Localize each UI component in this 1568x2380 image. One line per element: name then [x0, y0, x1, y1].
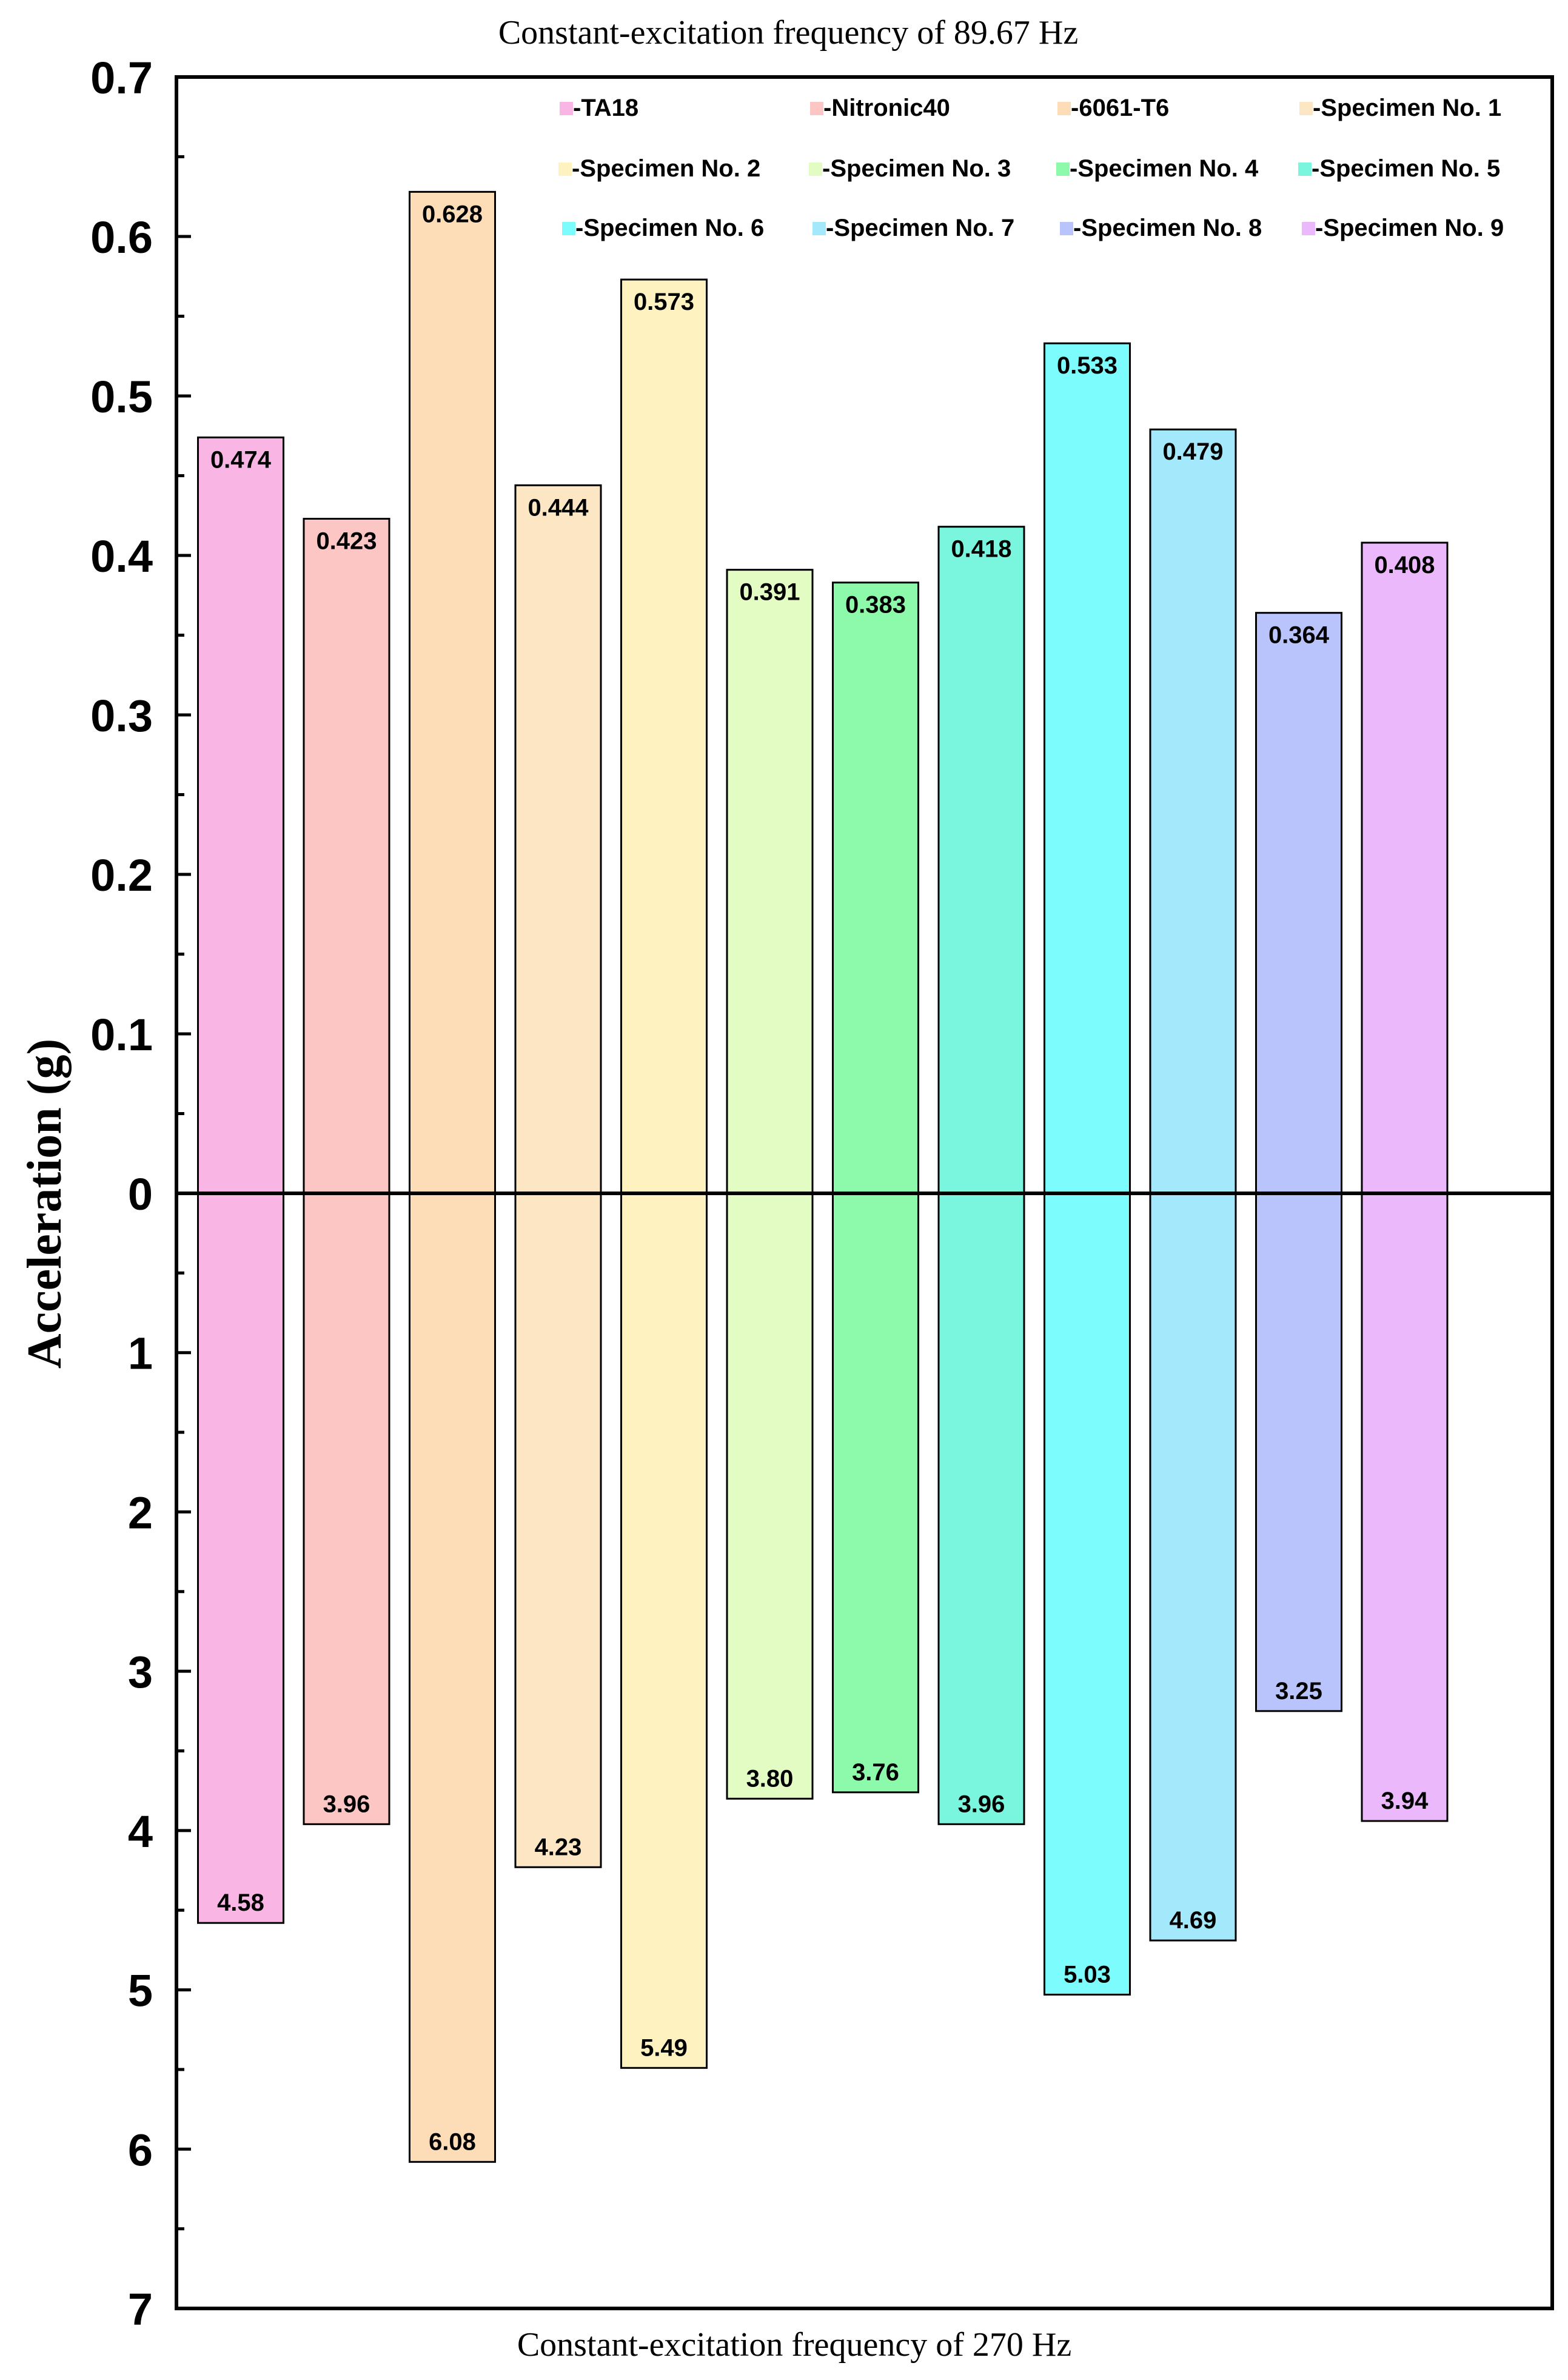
- data-label-upper-1: 0.474: [210, 446, 272, 473]
- data-label-lower-4: 4.23: [535, 1834, 582, 1860]
- tick-label-lower: 5: [128, 1966, 153, 2016]
- bar-lower-5: [620, 1192, 708, 2069]
- legend-label-2: -Nitronic40: [823, 95, 950, 121]
- bar-lower-6: [726, 1192, 814, 1800]
- bar-upper-6: [726, 569, 814, 1195]
- data-label-lower-9: 5.03: [1064, 1961, 1111, 1988]
- chart-title-top: Constant-excitation frequency of 89.67 H…: [498, 14, 1078, 52]
- legend-label-5: -Specimen No. 2: [572, 155, 760, 182]
- legend-swatch-4: [1299, 102, 1313, 115]
- data-label-upper-6: 0.391: [739, 579, 800, 606]
- bar-lower-8: [937, 1192, 1025, 1825]
- data-label-upper-8: 0.418: [951, 536, 1011, 563]
- legend-label-3: -6061-T6: [1071, 95, 1169, 121]
- data-label-lower-8: 3.96: [958, 1791, 1005, 1817]
- data-label-upper-4: 0.444: [528, 494, 589, 521]
- legend-swatch-12: [1302, 222, 1315, 235]
- bar-lower-7: [832, 1192, 919, 1794]
- legend-label-1: -TA18: [573, 95, 638, 121]
- data-label-upper-3: 0.628: [422, 201, 483, 227]
- legend-label-6: -Specimen No. 3: [822, 155, 1011, 182]
- legend-swatch-5: [558, 163, 572, 176]
- legend-swatch-7: [1056, 163, 1070, 176]
- tick-label-upper: 0.3: [90, 691, 153, 741]
- bar-upper-12: [1361, 541, 1449, 1195]
- legend-swatch-2: [810, 102, 823, 115]
- legend-swatch-9: [562, 222, 575, 235]
- data-label-upper-2: 0.423: [316, 528, 377, 555]
- data-label-lower-1: 4.58: [217, 1889, 264, 1916]
- tick-label-upper: 0.7: [90, 53, 153, 103]
- bar-lower-9: [1044, 1192, 1131, 1996]
- tick-label-lower: 4: [128, 1806, 153, 1857]
- data-label-lower-10: 4.69: [1170, 1907, 1217, 1934]
- data-label-upper-7: 0.383: [845, 592, 906, 618]
- legend-label-10: -Specimen No. 7: [826, 215, 1014, 241]
- data-label-lower-11: 3.25: [1275, 1678, 1322, 1705]
- y-axis-label: Acceleration (g): [18, 1039, 72, 1369]
- bar-upper-8: [937, 526, 1025, 1195]
- bar-upper-3: [409, 190, 496, 1195]
- bar-upper-10: [1149, 428, 1237, 1195]
- data-label-lower-5: 5.49: [640, 2034, 688, 2061]
- tick-label-lower: 1: [128, 1329, 153, 1379]
- chart-title-bottom: Constant-excitation frequency of 270 Hz: [517, 2326, 1071, 2364]
- bar-lower-4: [514, 1192, 602, 1868]
- tick-label-upper: 0.6: [90, 212, 153, 263]
- data-label-upper-11: 0.364: [1268, 622, 1330, 649]
- data-label-lower-2: 3.96: [323, 1791, 370, 1817]
- bar-upper-5: [620, 278, 708, 1195]
- legend-swatch-6: [809, 163, 822, 176]
- legend-label-4: -Specimen No. 1: [1313, 95, 1501, 121]
- legend-swatch-10: [812, 222, 826, 235]
- legend-swatch-11: [1060, 222, 1073, 235]
- legend-swatch-8: [1298, 163, 1312, 176]
- data-label-upper-12: 0.408: [1374, 552, 1435, 578]
- tick-label-lower: 2: [128, 1487, 153, 1538]
- legend-swatch-1: [560, 102, 573, 115]
- y-axis-ticks: 0 0.1 0.2 0.3 0.4 0.5 0.6 0.7 1 2 3 4 5 6 7: [90, 53, 191, 2335]
- tick-label-upper: 0.2: [90, 850, 153, 900]
- legend-label-11: -Specimen No. 8: [1073, 215, 1262, 241]
- data-label-upper-5: 0.573: [634, 289, 694, 315]
- bar-upper-9: [1044, 342, 1131, 1195]
- bar-lower-10: [1149, 1192, 1237, 1942]
- tick-label-lower: 6: [128, 2125, 153, 2175]
- bar-group: 0.474 4.58 0.423 3.96 0.628 6.08 0.444 4.23 0.57…: [197, 190, 1449, 2163]
- data-label-lower-7: 3.76: [852, 1759, 899, 1786]
- legend-swatch-3: [1057, 102, 1071, 115]
- bar-upper-2: [303, 518, 390, 1195]
- tick-label-upper: 0.4: [90, 531, 153, 582]
- tick-label-lower: 3: [128, 1647, 153, 1697]
- tick-label-upper: 0.5: [90, 372, 153, 422]
- legend-label-9: -Specimen No. 6: [575, 215, 764, 241]
- data-label-upper-9: 0.533: [1057, 352, 1117, 379]
- legend-label-7: -Specimen No. 4: [1070, 155, 1259, 182]
- tick-label-upper: 0.1: [90, 1010, 153, 1060]
- bar-lower-3: [409, 1192, 496, 2163]
- tick-label-lower: 7: [128, 2284, 153, 2335]
- bar-lower-1: [197, 1192, 284, 1924]
- legend-label-12: -Specimen No. 9: [1315, 215, 1504, 241]
- bar-lower-11: [1255, 1192, 1342, 1712]
- bar-upper-4: [514, 484, 602, 1195]
- data-label-lower-3: 6.08: [429, 2128, 476, 2155]
- bar-lower-2: [303, 1192, 390, 1825]
- legend-label-8: -Specimen No. 5: [1312, 155, 1500, 182]
- data-label-upper-10: 0.479: [1162, 438, 1223, 465]
- data-label-lower-6: 3.80: [746, 1765, 794, 1792]
- bar-upper-1: [197, 436, 284, 1195]
- bar-lower-12: [1361, 1192, 1449, 1822]
- bar-upper-7: [832, 582, 919, 1195]
- bar-upper-11: [1255, 612, 1342, 1195]
- legend: -TA18 -Nitronic40 -6061-T6 -Specimen No. 1 -…: [558, 95, 1504, 241]
- data-label-lower-12: 3.94: [1381, 1788, 1429, 1814]
- tick-label-upper: 0: [128, 1169, 153, 1219]
